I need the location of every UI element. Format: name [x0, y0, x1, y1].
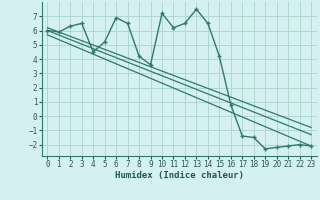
X-axis label: Humidex (Indice chaleur): Humidex (Indice chaleur): [115, 171, 244, 180]
